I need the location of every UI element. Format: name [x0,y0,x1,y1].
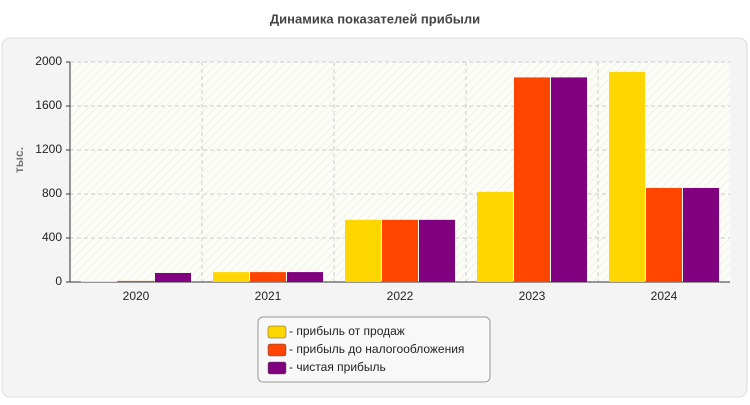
y-axis-label: тыс. [12,147,26,173]
y-tick-label: 2000 [35,54,62,68]
y-tick-label: 400 [42,230,62,244]
bar [646,187,682,282]
bar [419,219,455,282]
legend-swatch [267,343,287,357]
x-tick-label: 2024 [651,289,678,303]
legend-swatch [267,325,287,339]
bar [250,272,286,282]
y-tick-label: 0 [55,274,62,288]
bar [609,71,645,283]
bar [81,281,117,282]
bar [382,219,418,282]
legend [257,316,491,383]
bar [345,219,381,282]
y-tick-label: 1600 [35,98,62,112]
bar [683,187,719,282]
bar [551,77,587,283]
x-tick-label: 2021 [255,289,282,303]
bar [514,77,550,283]
legend-label: - прибыль до налогообложения [289,342,464,356]
x-tick-label: 2020 [123,289,150,303]
bar [155,272,191,282]
bar [477,191,513,282]
y-tick-label: 1200 [35,142,62,156]
legend-label: - чистая прибыль [289,360,386,374]
x-tick-label: 2022 [387,289,414,303]
bar [118,280,154,282]
y-tick-label: 800 [42,186,62,200]
legend-swatch [267,361,287,375]
x-tick-label: 2023 [519,289,546,303]
chart-title: Динамика показателей прибыли [270,11,480,26]
bar [287,272,323,282]
bar [213,272,249,282]
legend-label: - прибыль от продаж [289,324,405,338]
